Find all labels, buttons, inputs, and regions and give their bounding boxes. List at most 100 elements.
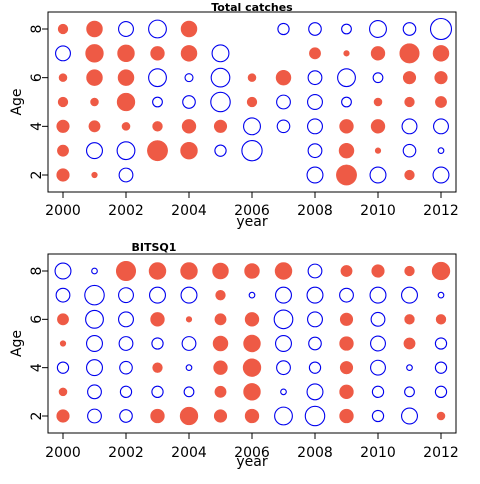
negative-residual-bubble-2011-age4 [406,364,413,372]
positive-residual-bubble-2004-age6 [185,316,193,323]
positive-residual-bubble-2000-age4 [56,119,70,133]
x-tick-label-2006: 2006 [234,203,270,219]
positive-residual-bubble-2009-age2 [336,164,357,186]
negative-residual-bubble-2004-age3 [183,386,195,398]
positive-residual-bubble-2006-age5 [243,334,261,353]
negative-residual-bubble-2010-age8 [369,20,387,38]
positive-residual-bubble-2001-age2 [91,171,98,179]
positive-residual-bubble-2010-age7 [370,46,386,61]
negative-residual-bubble-2011-age3 [404,386,415,398]
positive-residual-bubble-2000-age5 [59,340,67,347]
negative-residual-bubble-2012-age7 [437,291,445,299]
positive-residual-bubble-2000-age2 [56,168,70,182]
positive-residual-bubble-2008-age7 [309,47,321,60]
negative-residual-bubble-2002-age8 [118,21,134,37]
y-tick-label-8: 8 [29,25,45,34]
negative-residual-bubble-2006-age7 [248,291,256,299]
negative-residual-bubble-2009-age5 [341,96,352,108]
negative-residual-bubble-2012-age8 [429,17,453,41]
positive-residual-bubble-2010-age5 [373,97,383,107]
y-tick-label-2: 2 [29,171,45,180]
positive-residual-bubble-2011-age7 [399,43,420,64]
positive-residual-bubble-2012-age2 [436,411,446,421]
positive-residual-bubble-2006-age8 [244,263,260,279]
positive-residual-bubble-2002-age6 [117,69,135,86]
negative-residual-bubble-2007-age7 [275,286,292,304]
positive-residual-bubble-2000-age2 [56,409,70,423]
positive-residual-bubble-2006-age3 [243,383,261,401]
x-tick-label-2004: 2004 [171,445,207,461]
negative-residual-bubble-2010-age2 [371,409,385,423]
negative-residual-bubble-2003-age6 [148,68,167,88]
positive-residual-bubble-2009-age8 [340,265,353,277]
positive-residual-bubble-2011-age2 [404,169,415,181]
negative-residual-bubble-2007-age5 [276,94,291,110]
positive-residual-bubble-2004-age7 [180,45,198,62]
negative-residual-bubble-2002-age2 [119,409,133,423]
negative-residual-bubble-2002-age5 [118,336,134,351]
positive-residual-bubble-2000-age3 [57,144,69,157]
negative-residual-bubble-2000-age7 [55,45,71,62]
negative-residual-bubble-2001-age3 [87,384,102,400]
positive-residual-bubble-2000-age3 [58,387,68,397]
positive-residual-bubble-2000-age8 [57,23,69,35]
negative-residual-bubble-2005-age5 [210,91,231,113]
negative-residual-bubble-2009-age7 [339,287,354,303]
positive-residual-bubble-2001-age7 [85,44,104,63]
positive-residual-bubble-2009-age6 [339,312,354,326]
negative-residual-bubble-2007-age4 [276,119,291,134]
panel-title: Total catches [211,1,293,14]
negative-residual-bubble-2007-age4 [276,360,291,376]
negative-residual-bubble-2010-age6 [370,311,386,327]
x-axis-label: year [236,214,267,230]
negative-residual-bubble-2003-age5 [151,337,164,350]
positive-residual-bubble-2007-age6 [275,69,292,86]
negative-residual-bubble-2002-age3 [119,385,133,398]
negative-residual-bubble-2008-age4 [308,361,322,374]
positive-residual-bubble-2004-age8 [180,20,198,38]
negative-residual-bubble-2010-age6 [372,72,384,84]
chart-panel-2: 2000 2002 2004 2006 2008 2010 2012 2 4 6 8 BITSQ1 ye… [9,241,459,470]
x-tick-label-2012: 2012 [423,203,459,219]
negative-residual-bubble-2004-age5 [182,95,196,109]
positive-residual-bubble-2011-age8 [404,265,415,277]
chart-panel-1: 2000 2002 2004 2006 2008 2010 2012 2 4 6 8 Total ca… [9,1,459,230]
positive-residual-bubble-2002-age4 [121,122,131,131]
positive-residual-bubble-2003-age4 [152,121,163,132]
negative-residual-bubble-2011-age3 [402,143,417,158]
positive-residual-bubble-2002-age8 [115,260,137,282]
negative-residual-bubble-2008-age2 [306,166,324,184]
x-tick-label-2010: 2010 [360,445,396,461]
negative-residual-bubble-2012-age4 [433,118,449,135]
positive-residual-bubble-2004-age2 [179,406,199,426]
negative-residual-bubble-2002-age2 [118,167,134,183]
positive-residual-bubble-2009-age5 [339,336,354,351]
positive-residual-bubble-2009-age3 [339,384,354,400]
positive-residual-bubble-2004-age8 [180,262,198,280]
positive-residual-bubble-2006-age4 [242,358,262,377]
negative-residual-bubble-2004-age5 [181,336,197,351]
positive-residual-bubble-2012-age6 [435,314,447,325]
negative-residual-bubble-2008-age8 [307,263,323,279]
positive-residual-bubble-2005-age4 [213,360,228,375]
positive-residual-bubble-2001-age8 [86,20,103,38]
positive-residual-bubble-2003-age8 [148,262,167,280]
positive-residual-bubble-2001-age5 [90,97,99,107]
positive-residual-bubble-2007-age8 [274,262,293,280]
x-tick-label-2012: 2012 [423,445,459,461]
panel-title: BITSQ1 [132,241,177,254]
negative-residual-bubble-2004-age6 [184,73,194,83]
negative-residual-bubble-2011-age4 [401,118,418,135]
positive-residual-bubble-2005-age3 [214,385,227,398]
positive-residual-bubble-2012-age5 [435,96,447,108]
negative-residual-bubble-2000-age4 [56,361,70,374]
x-tick-label-2004: 2004 [171,203,207,219]
y-axis-label: Age [9,88,25,115]
negative-residual-bubble-2010-age3 [371,385,385,398]
positive-residual-bubble-2009-age4 [339,119,354,134]
negative-residual-bubble-2002-age7 [118,287,134,304]
negative-residual-bubble-2001-age7 [84,284,105,306]
negative-residual-bubble-2008-age6 [307,70,323,86]
negative-residual-bubble-2008-age7 [306,286,324,304]
negative-residual-bubble-2005-age3 [214,144,227,157]
